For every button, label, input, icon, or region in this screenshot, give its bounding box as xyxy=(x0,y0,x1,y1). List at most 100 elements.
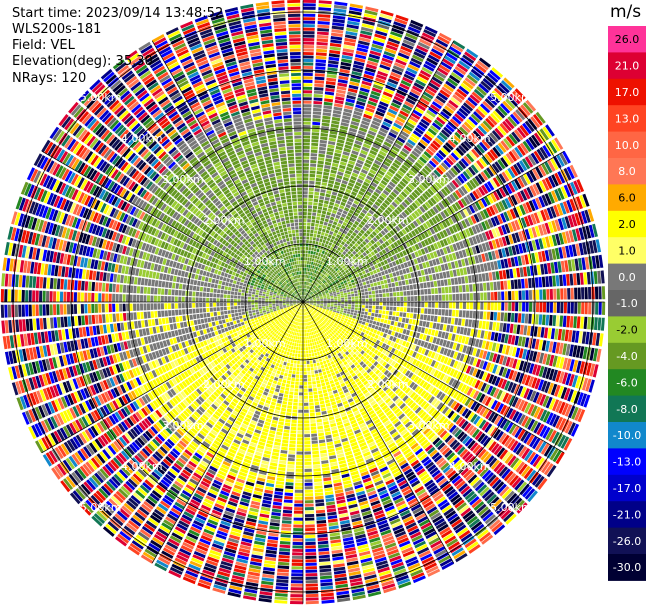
range-gate xyxy=(373,317,378,321)
range-gate xyxy=(343,369,349,374)
range-gate xyxy=(541,340,547,351)
range-gate xyxy=(371,265,376,271)
range-gate xyxy=(377,317,381,322)
range-gate xyxy=(381,314,385,319)
range-gate xyxy=(315,287,318,291)
range-gate xyxy=(303,219,307,222)
range-gate xyxy=(395,172,403,180)
range-gate xyxy=(417,141,426,150)
range-gate xyxy=(526,266,531,277)
range-gate xyxy=(427,432,436,441)
range-gate xyxy=(361,23,375,29)
range-gate xyxy=(414,485,424,494)
range-gate xyxy=(390,102,401,109)
range-gate xyxy=(539,394,547,406)
range-gate xyxy=(416,208,423,215)
range-gate xyxy=(317,387,322,391)
range-gate xyxy=(402,235,408,242)
range-gate xyxy=(395,437,403,444)
range-gate xyxy=(411,202,418,209)
range-gate xyxy=(314,405,320,409)
range-gate xyxy=(557,171,566,184)
range-gate xyxy=(322,207,328,211)
range-gate xyxy=(352,331,357,336)
range-gate xyxy=(319,192,325,197)
range-gate xyxy=(495,343,500,353)
range-gate xyxy=(326,370,331,375)
range-gate xyxy=(453,477,464,487)
range-gate xyxy=(392,99,402,106)
range-gate xyxy=(356,364,361,369)
range-gate xyxy=(335,226,340,231)
range-gate xyxy=(433,361,440,369)
range-gate xyxy=(346,24,359,30)
range-gate xyxy=(393,362,399,369)
range-gate xyxy=(303,177,309,181)
range-gate xyxy=(321,122,330,127)
range-gate xyxy=(411,150,420,158)
range-gate xyxy=(367,312,372,316)
range-gate xyxy=(354,296,359,299)
range-gate xyxy=(401,228,407,235)
range-gate xyxy=(350,329,354,334)
range-gate xyxy=(477,254,483,263)
range-gate xyxy=(560,387,568,400)
range-gate xyxy=(412,130,422,138)
range-gate xyxy=(428,174,436,182)
range-gate xyxy=(309,236,313,240)
range-gate xyxy=(424,60,437,69)
range-gate xyxy=(425,461,435,470)
range-gate xyxy=(439,323,444,331)
range-gate xyxy=(532,455,542,468)
range-gate xyxy=(415,264,420,271)
range-gate xyxy=(515,461,525,473)
range-gate xyxy=(375,457,384,463)
range-gate xyxy=(335,273,339,278)
range-gate xyxy=(356,372,362,378)
range-gate xyxy=(493,524,506,536)
range-gate xyxy=(313,298,317,300)
range-gate xyxy=(478,244,484,253)
range-gate xyxy=(440,355,446,363)
range-gate xyxy=(327,334,332,338)
range-gate xyxy=(348,160,356,166)
range-gate xyxy=(531,240,537,251)
range-gate xyxy=(427,464,437,473)
range-gate xyxy=(313,273,316,277)
range-gate xyxy=(373,140,382,147)
range-gate xyxy=(399,442,407,450)
range-gate xyxy=(401,164,409,172)
range-gate xyxy=(439,231,445,239)
range-gate xyxy=(400,191,408,198)
range-gate xyxy=(442,58,454,68)
range-gate xyxy=(464,77,476,87)
range-gate xyxy=(455,461,465,471)
range-gate xyxy=(313,90,324,95)
range-gate xyxy=(354,220,360,226)
range-gate xyxy=(497,105,508,117)
range-gate xyxy=(470,401,478,410)
range-gate xyxy=(356,100,366,107)
range-gate xyxy=(545,314,550,326)
range-gate xyxy=(322,262,325,266)
range-gate xyxy=(429,420,438,429)
range-gate xyxy=(436,391,443,399)
range-gate xyxy=(327,300,331,302)
range-gate xyxy=(384,328,389,334)
range-gate xyxy=(379,306,383,310)
range-gate xyxy=(315,282,318,286)
range-gate xyxy=(420,232,426,240)
range-gate xyxy=(459,293,463,301)
range-gate xyxy=(400,221,406,228)
range-gate xyxy=(398,506,409,514)
range-gate xyxy=(337,296,341,298)
range-gate xyxy=(498,82,510,94)
range-gate xyxy=(369,169,377,175)
range-gate xyxy=(514,178,522,190)
range-gate xyxy=(330,300,334,302)
range-gate xyxy=(382,211,388,218)
range-gate xyxy=(519,324,524,335)
range-gate xyxy=(411,133,420,141)
range-gate xyxy=(379,466,389,473)
range-gate xyxy=(496,389,503,400)
